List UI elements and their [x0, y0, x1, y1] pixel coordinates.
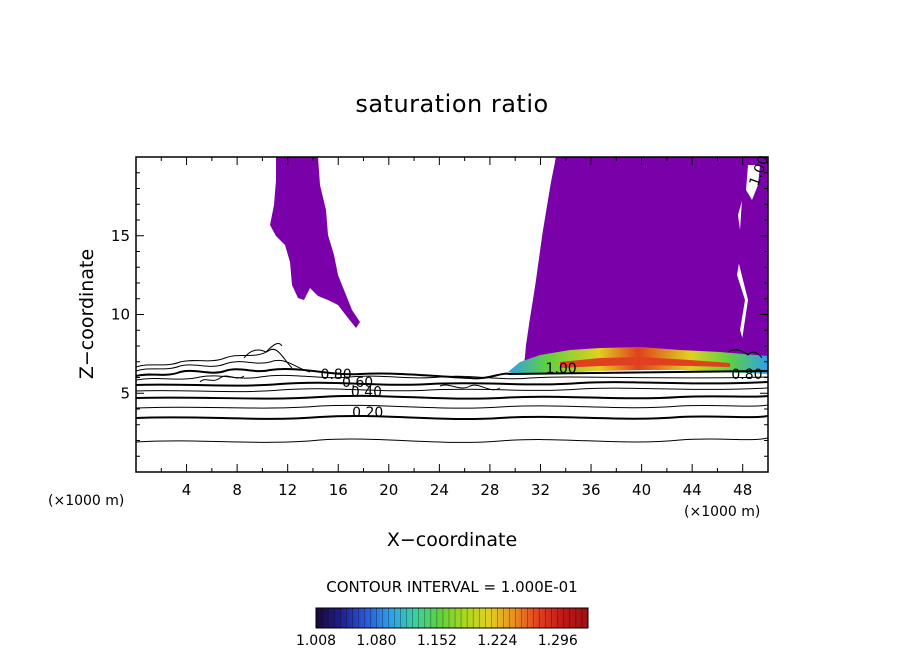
x-tick-label: 16	[329, 481, 348, 499]
colorbar: 1.008 1.080 1.152 1.224 1.296	[296, 607, 589, 649]
x-tick-label: 44	[683, 481, 702, 499]
colorbar-gradient	[315, 607, 589, 629]
contour-line	[136, 387, 768, 393]
contour-line	[136, 437, 768, 443]
contour-line	[136, 414, 768, 421]
x-tick-label: 40	[632, 481, 651, 499]
x-axis-label: X−coordinate	[387, 529, 517, 551]
contour-label: 0.80	[731, 367, 762, 383]
colorbar-tick-label: 1.224	[477, 633, 517, 649]
contour-line	[439, 384, 501, 391]
x-axis-ticks: 4 8 12 16 20 24 28 32 36 40 44 48	[160, 157, 752, 499]
y-tick-label: 5	[120, 384, 130, 402]
contour-line	[727, 349, 763, 359]
contour-line	[136, 348, 293, 369]
y-axis-ticks: 5 10 15	[111, 172, 768, 457]
high-saturation-core	[560, 357, 730, 368]
contour-line	[199, 375, 245, 383]
x-tick-label: 24	[430, 481, 449, 499]
contour-line	[136, 394, 768, 400]
x-axis-unit: (×1000 m)	[684, 504, 760, 520]
x-tick-label: 20	[379, 481, 398, 499]
contour-interval: CONTOUR INTERVAL = 1.000E-01	[326, 578, 577, 596]
colorbar-tick-label: 1.152	[417, 633, 457, 649]
y-tick-label: 10	[111, 306, 130, 324]
contour-line	[136, 359, 311, 373]
y-axis-label: Z−coordinate	[76, 249, 98, 379]
contour-line	[136, 381, 768, 387]
chart-title: saturation ratio	[355, 90, 548, 118]
plot-area	[136, 157, 768, 443]
x-tick-label: 36	[581, 481, 600, 499]
contour-label: 0.80	[321, 367, 352, 383]
x-tick-label: 48	[733, 481, 752, 499]
colorbar-stripes	[321, 608, 583, 628]
x-tick-label: 32	[531, 481, 550, 499]
contour-label: 0.40	[351, 384, 382, 400]
x-tick-label: 4	[182, 481, 192, 499]
contour-line	[243, 343, 283, 359]
colorbar-tick-label: 1.296	[538, 633, 578, 649]
contour-label: 0.20	[352, 405, 383, 421]
contour-label: 0.60	[342, 375, 373, 391]
contour-lines	[136, 343, 768, 443]
saturated-region-right-body	[524, 157, 768, 368]
saturated-region-plume	[270, 157, 360, 328]
contour-line	[136, 374, 768, 381]
contour-label: 1.00	[546, 361, 577, 377]
y-tick-label: 15	[111, 227, 130, 245]
x-tick-label: 28	[480, 481, 499, 499]
x-tick-label: 12	[278, 481, 297, 499]
colorbar-ticks: 1.008 1.080 1.152 1.224 1.296	[296, 633, 578, 649]
y-axis-unit: (×1000 m)	[48, 493, 124, 509]
unsaturated-pocket	[746, 165, 760, 200]
contour-line	[136, 404, 768, 409]
contour-line	[136, 368, 768, 380]
x-tick-label: 8	[232, 481, 242, 499]
colorbar-tick-label: 1.080	[356, 633, 396, 649]
colorbar-tick-label: 1.008	[296, 633, 336, 649]
